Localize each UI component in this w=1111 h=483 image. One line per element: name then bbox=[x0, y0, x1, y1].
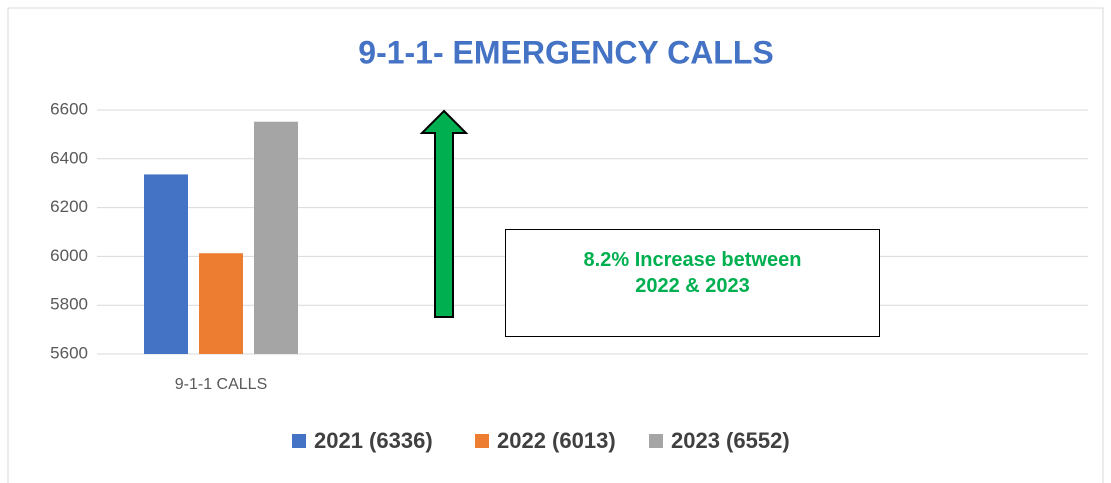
legend-swatch bbox=[649, 434, 663, 448]
x-tick-label: 9-1-1 CALLS bbox=[175, 376, 268, 393]
y-tick-label: 6000 bbox=[50, 246, 88, 265]
bar bbox=[254, 121, 298, 354]
legend-label: 2021 (6336) bbox=[314, 428, 433, 453]
legend-label: 2022 (6013) bbox=[497, 428, 616, 453]
y-tick-label: 5800 bbox=[50, 295, 88, 314]
bar bbox=[199, 253, 243, 354]
legend-swatch bbox=[475, 434, 489, 448]
annotation: 8.2% Increase between 2022 & 2023 bbox=[505, 229, 880, 337]
legend-label: 2023 (6552) bbox=[671, 428, 790, 453]
bar bbox=[144, 174, 188, 354]
chart-title: 9-1-1- EMERGENCY CALLS bbox=[358, 34, 773, 70]
arrow bbox=[419, 109, 469, 318]
y-tick-label: 5600 bbox=[50, 343, 88, 362]
y-tick-label: 6600 bbox=[50, 99, 88, 118]
y-tick-label: 6200 bbox=[50, 197, 88, 216]
y-tick-label: 6400 bbox=[50, 148, 88, 167]
legend-swatch bbox=[292, 434, 306, 448]
